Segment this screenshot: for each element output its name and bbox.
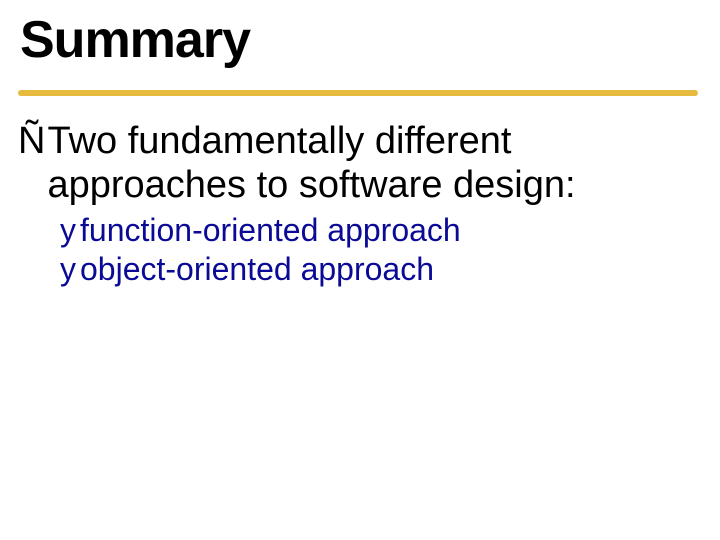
bullet-level2-text: object-oriented approach [80,250,434,288]
bullet-level1-glyph: Ñ [18,120,45,164]
slide-body: Ñ Two fundamentally different approaches… [18,120,702,288]
title-underline [18,90,698,96]
slide: Summary Ñ Two fundamentally different ap… [0,0,720,540]
level2-group: yfunction-oriented approachyobject-orien… [18,211,702,288]
bullet-level1: Ñ Two fundamentally different approaches… [18,120,702,207]
bullet-level2: yobject-oriented approach [60,250,702,288]
slide-title: Summary [20,10,700,70]
bullet-level1-text: Two fundamentally different approaches t… [47,120,702,207]
bullet-level2: yfunction-oriented approach [60,211,702,249]
bullet-level2-text: function-oriented approach [80,211,461,249]
bullet-level2-glyph: y [60,211,76,249]
bullet-level2-glyph: y [60,250,76,288]
